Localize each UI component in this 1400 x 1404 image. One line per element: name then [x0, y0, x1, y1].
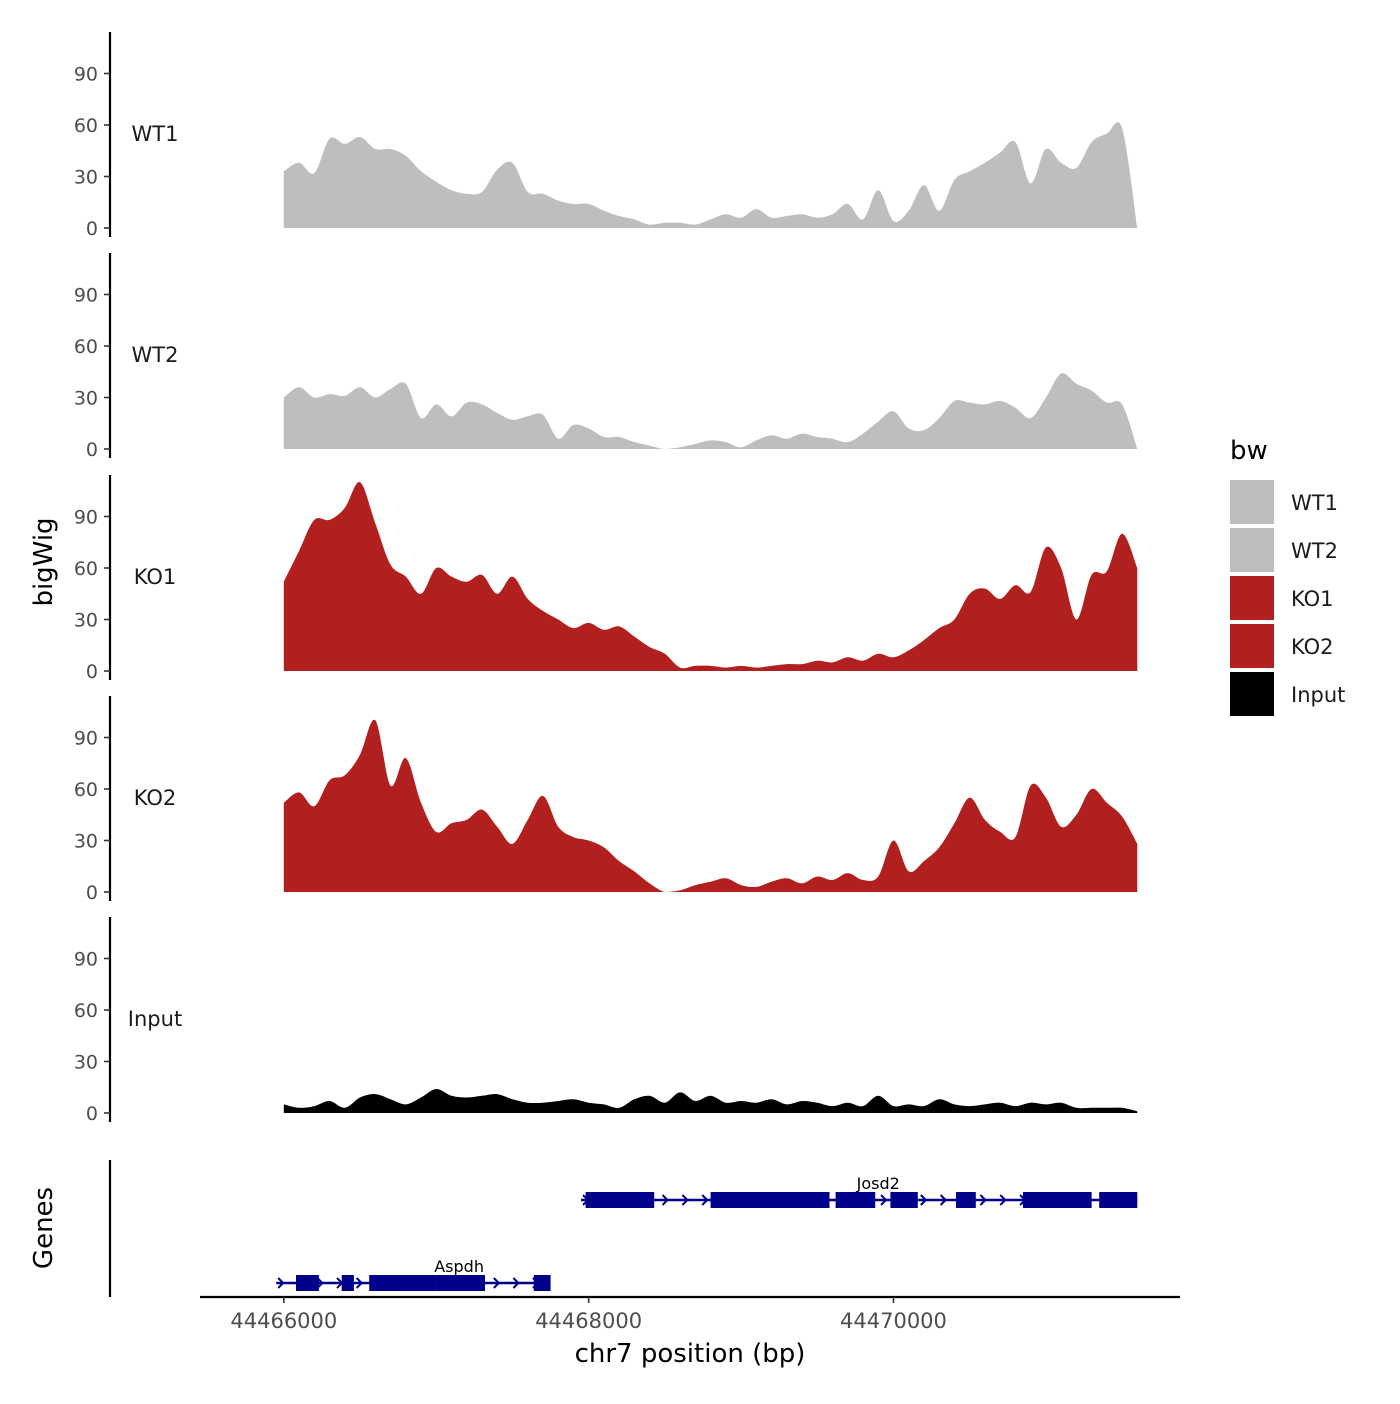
- y-tick-label: 0: [86, 439, 98, 461]
- legend-key-ko2: [1230, 624, 1274, 668]
- strand-arrow: [355, 1277, 364, 1289]
- track-label-ko2: KO2: [134, 786, 177, 810]
- track-input: 0 30 60 90 Input: [74, 917, 1138, 1125]
- gene-label-aspdh: Aspdh: [434, 1257, 484, 1276]
- legend-title: bw: [1230, 436, 1268, 466]
- gene-aspdh: Aspdh: [276, 1257, 551, 1291]
- track-label-input: Input: [128, 1007, 182, 1031]
- y-tick-label: 30: [74, 388, 98, 410]
- legend-label-ko1: KO1: [1291, 587, 1334, 611]
- legend-label-input: Input: [1291, 683, 1345, 707]
- track-wt2: 0 30 60 90 WT2: [74, 253, 1138, 461]
- legend-key-wt1: [1230, 480, 1274, 524]
- y-tick-label: 30: [74, 831, 98, 853]
- track-wt1: 0 30 60 90 WT1: [74, 32, 1138, 240]
- gene-exon: [890, 1192, 918, 1208]
- coverage-area-wt1: [283, 122, 1138, 228]
- y-tick-label: 60: [74, 558, 98, 580]
- y-tick-label: 90: [74, 507, 98, 529]
- coverage-area-ko2: [283, 719, 1138, 892]
- x-tick-label: 44468000: [535, 1309, 642, 1333]
- track-ko2: 0 30 60 90 KO2: [74, 696, 1138, 904]
- strand-arrow: [939, 1194, 948, 1206]
- y-tick-label: 0: [86, 661, 98, 683]
- genes-axis-title: Genes: [29, 1187, 59, 1269]
- strand-arrow: [493, 1277, 501, 1289]
- y-tick-label: 0: [86, 218, 98, 240]
- gene-exon: [956, 1192, 976, 1208]
- x-axis-title: chr7 position (bp): [575, 1339, 806, 1369]
- y-tick-label: 0: [86, 1103, 98, 1125]
- gene-exon: [835, 1192, 876, 1208]
- coverage-area-wt2: [283, 373, 1138, 449]
- gene-label-josd2: Josd2: [856, 1174, 900, 1193]
- strand-arrow: [277, 1277, 285, 1289]
- genes-panel: Josd2 Aspdh: [108, 1160, 1138, 1297]
- track-label-wt1: WT1: [132, 122, 179, 146]
- y-tick-label: 60: [74, 1000, 98, 1022]
- strand-arrow: [999, 1194, 1007, 1206]
- gene-exon: [296, 1275, 319, 1291]
- strand-arrow: [920, 1194, 928, 1206]
- gene-exon: [1023, 1192, 1092, 1208]
- track-ko1: 0 30 60 90 KO1: [74, 475, 1138, 683]
- strand-arrow: [661, 1194, 669, 1206]
- gene-exon: [585, 1192, 655, 1208]
- y-tick-label: 90: [74, 285, 98, 307]
- strand-arrow: [701, 1194, 709, 1206]
- legend-label-ko2: KO2: [1291, 635, 1334, 659]
- y-tick-label: 60: [74, 115, 98, 137]
- y-tick-label: 30: [74, 167, 98, 189]
- gene-exon: [710, 1192, 830, 1208]
- track-label-ko1: KO1: [134, 565, 177, 589]
- strand-arrow: [681, 1194, 689, 1206]
- legend-key-ko1: [1230, 576, 1274, 620]
- coverage-area-ko1: [283, 481, 1138, 671]
- strand-arrow: [880, 1194, 888, 1206]
- strand-arrow: [316, 1277, 324, 1289]
- track-label-wt2: WT2: [132, 343, 179, 367]
- gene-exon: [533, 1275, 551, 1291]
- x-tick-label: 44470000: [840, 1309, 947, 1333]
- y-tick-label: 60: [74, 336, 98, 358]
- gene-exon: [369, 1275, 437, 1291]
- gene-exon: [1099, 1192, 1138, 1208]
- y-tick-label: 30: [74, 1052, 98, 1074]
- x-tick-label: 44466000: [230, 1309, 337, 1333]
- y-tick-label: 30: [74, 610, 98, 632]
- legend-label-wt1: WT1: [1291, 491, 1338, 515]
- y-tick-label: 0: [86, 882, 98, 904]
- legend: bw WT1 WT2 KO1 KO2 Input: [1230, 436, 1345, 716]
- legend-key-input: [1230, 672, 1274, 716]
- signal-tracks: 0 30 60 90 WT1 0 30 60 90 WT2 0 30 60 90 KO1 0 30 60 90 KO2…: [74, 32, 1138, 1125]
- strand-arrow: [512, 1277, 520, 1289]
- legend-label-wt2: WT2: [1291, 539, 1338, 563]
- y-tick-label: 60: [74, 779, 98, 801]
- y-axis-title: bigWig: [29, 517, 59, 606]
- gene-exon: [341, 1275, 354, 1291]
- y-tick-label: 90: [74, 64, 98, 86]
- y-tick-label: 90: [74, 949, 98, 971]
- x-axis: 44466000 44468000 44470000: [200, 1295, 1180, 1333]
- strand-arrow: [979, 1194, 987, 1206]
- y-tick-label: 90: [74, 728, 98, 750]
- legend-key-wt2: [1230, 528, 1274, 572]
- gene-josd2: Josd2: [581, 1174, 1138, 1208]
- coverage-area-input: [283, 1088, 1138, 1113]
- gene-exon: [436, 1275, 485, 1291]
